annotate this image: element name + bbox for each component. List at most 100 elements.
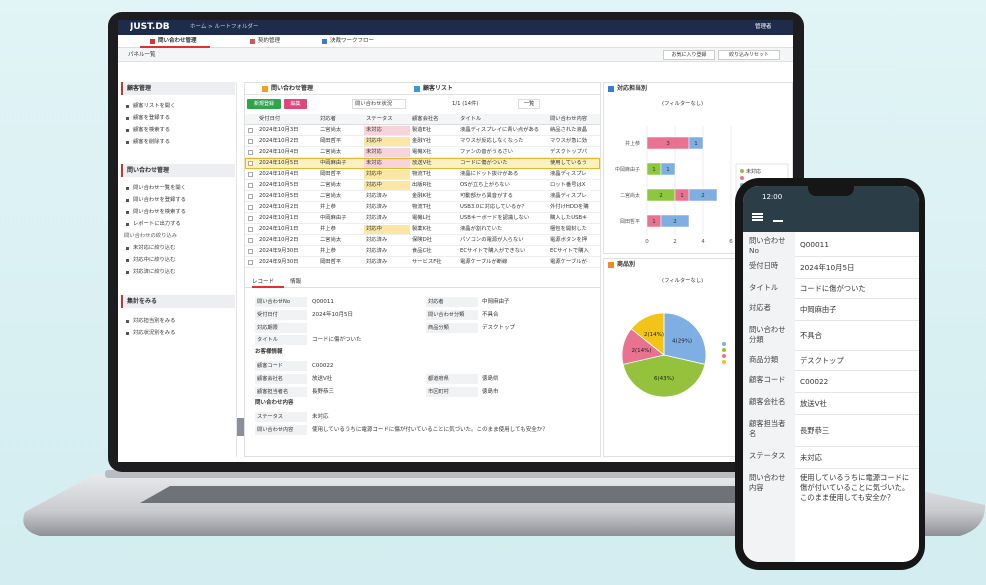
tab[interactable]: 問い合わせ管理 <box>158 38 197 44</box>
field-label: ステータス <box>743 447 795 469</box>
table-cell: 金融Y社 <box>412 138 432 144</box>
field-value: 放送V社 <box>800 399 827 408</box>
table-cell: 電源ボタンを押 <box>550 237 588 243</box>
back-icon[interactable] <box>773 220 783 222</box>
field-value: 長野恭三 <box>800 426 830 435</box>
legend-marker <box>722 360 726 364</box>
table-cell: パソコンの電源が入らない <box>460 237 524 243</box>
legend-marker <box>740 176 744 180</box>
status-cell <box>364 225 410 234</box>
row-checkbox[interactable] <box>248 150 253 155</box>
table-cell: 2024年10月2日 <box>259 138 299 144</box>
menu-item[interactable]: レポートに出力する <box>133 221 181 227</box>
row-checkbox[interactable] <box>248 205 253 210</box>
table-cell: 2024年10月2日 <box>259 204 299 210</box>
menu-item[interactable]: 対応状況別をみる <box>133 330 176 336</box>
tab-icon <box>150 39 155 44</box>
row-checkbox[interactable] <box>248 194 253 199</box>
tab[interactable]: 契約管理 <box>258 38 281 44</box>
detail-tab[interactable]: レコード <box>252 276 284 288</box>
menu-item[interactable]: 対応担当別をみる <box>133 318 176 324</box>
top-bar <box>118 20 793 35</box>
row-checkbox[interactable] <box>248 227 253 232</box>
detail-tab[interactable]: 情報 <box>290 279 302 285</box>
y-tick-label: 岡田哲平 <box>620 219 640 225</box>
menu-icon[interactable] <box>752 216 763 218</box>
menu-item[interactable]: 対応済に絞り込む <box>133 269 176 275</box>
table-cell: 井上恭 <box>320 226 336 232</box>
x-tick-label: 4 <box>701 239 705 245</box>
field-row <box>743 232 919 257</box>
legend-marker <box>722 342 726 346</box>
status-cell <box>364 137 410 146</box>
field-value: 中岡麻由子 <box>800 305 837 314</box>
row-checkbox[interactable] <box>248 128 253 133</box>
button[interactable]: お気に入り登録 <box>663 50 715 60</box>
menu-icon <box>126 247 129 250</box>
table-cell: マウスが急に効 <box>550 138 588 144</box>
pie-chart: 4(29%) 6(43%) 2(14%) 2(14%) <box>621 312 726 398</box>
sidebar-header: 集計をみる <box>121 295 235 308</box>
button-new[interactable]: 新規登録 <box>247 99 281 109</box>
filter-select[interactable]: (フィルターなし) <box>662 278 704 284</box>
chart-icon <box>608 86 614 92</box>
table-row <box>245 246 600 257</box>
table-cell: 対応済み <box>366 204 388 210</box>
data-label: 4(29%) <box>672 339 692 345</box>
chart-title: 対応担当別 <box>617 85 648 92</box>
row-checkbox[interactable] <box>248 216 253 221</box>
panel-bar <box>118 48 793 62</box>
tab-bar <box>118 35 793 48</box>
keyboard <box>140 486 815 503</box>
row-checkbox[interactable] <box>248 238 253 243</box>
table-cell: OSが立ち上がらない <box>460 182 510 188</box>
view-select[interactable]: 問い合わせ状況 <box>352 99 406 109</box>
row-checkbox[interactable] <box>248 139 253 144</box>
pie-slice <box>630 312 665 356</box>
field-row <box>743 415 919 447</box>
row-checkbox[interactable] <box>248 172 253 177</box>
table-cell: 岡田哲平 <box>320 259 342 265</box>
table-cell: 二宮尚太 <box>320 182 342 188</box>
table-header <box>245 114 600 125</box>
column-header: タイトル <box>460 116 482 122</box>
menu-item[interactable]: 対応中に絞り込む <box>133 257 176 263</box>
field-row <box>743 447 919 469</box>
menu-item[interactable]: 問い合わせ一覧を開く <box>133 185 186 191</box>
menu-item[interactable]: 顧客を検索する <box>133 127 171 133</box>
menu-item[interactable]: 顧客を登録する <box>133 115 171 121</box>
menu-item[interactable]: 問い合わせを登録する <box>133 197 186 203</box>
menu-item[interactable]: 顧客を削除する <box>133 139 171 145</box>
menu-item[interactable]: 問い合わせを検索する <box>133 209 186 215</box>
chart-icon <box>608 262 614 268</box>
panel-tab[interactable]: 問い合わせ管理 <box>271 85 314 92</box>
row-checkbox[interactable] <box>248 249 253 254</box>
table-cell: USBキーボードを認識しない <box>460 215 530 221</box>
button[interactable]: 絞り込みリセット <box>718 50 780 60</box>
filter-select[interactable]: (フィルターなし) <box>662 101 704 107</box>
button-edit[interactable]: 編集 <box>284 99 307 109</box>
menu-item[interactable]: 顧客リストを開く <box>133 103 176 109</box>
form-value: 2024年10月5日 <box>312 311 353 318</box>
table-cell: 2024年10月5日 <box>259 160 299 166</box>
tab[interactable]: 決裁ワークフロー <box>330 38 375 44</box>
menu-icon <box>126 117 129 120</box>
screen: JUST.DB ホーム > ルートフォルダー 管理者 問い合わせ管理 契約管理 決裁ワーク… <box>118 20 793 462</box>
table-cell: 未対応 <box>366 149 382 155</box>
row-checkbox[interactable] <box>248 161 253 166</box>
field-row <box>743 321 919 351</box>
menu-item[interactable]: 未対応に絞り込む <box>133 245 176 251</box>
field-row <box>743 351 919 371</box>
table-cell: 対応済み <box>366 259 388 265</box>
x-tick-label: 6 <box>729 239 733 245</box>
table-cell: 電機X社 <box>412 149 432 155</box>
table-cell: ECサイトで購入ができない <box>460 248 526 254</box>
menu-icon <box>126 211 129 214</box>
list-button[interactable]: 一覧 <box>518 99 540 109</box>
form-value: 徳島県 <box>482 375 499 382</box>
panel-tab[interactable]: 顧客リスト <box>423 85 454 92</box>
menu-icon <box>126 187 129 190</box>
row-checkbox[interactable] <box>248 260 253 265</box>
row-checkbox[interactable] <box>248 183 253 188</box>
